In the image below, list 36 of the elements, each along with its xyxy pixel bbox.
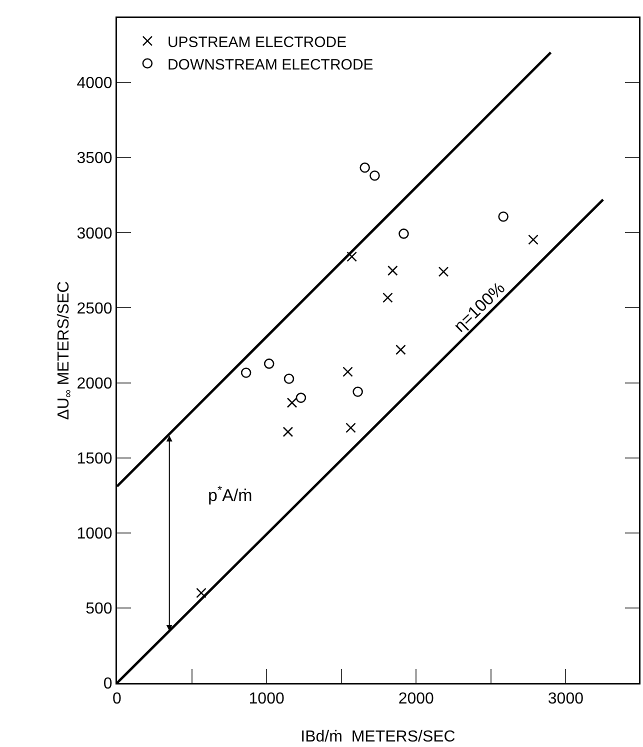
point xyxy=(196,588,206,598)
legend-label: UPSTREAM ELECTRODE xyxy=(167,34,347,51)
x-axis-title: IBd/ṁ METERS/SEC xyxy=(300,728,456,746)
point xyxy=(240,368,252,378)
y-tick-label: 3500 xyxy=(76,150,112,168)
x-tick-label: 2000 xyxy=(398,690,434,708)
point xyxy=(346,252,357,262)
point xyxy=(498,211,508,222)
annotation: p$^{*}$A/ṁ xyxy=(208,483,252,506)
y-tick-label: 1000 xyxy=(76,525,112,542)
x-tick-label: 1000 xyxy=(248,690,284,708)
y-tick-label: 0 xyxy=(103,676,112,693)
point xyxy=(396,344,406,355)
y-tick-label: 4000 xyxy=(76,75,112,92)
point xyxy=(398,228,409,239)
y-tick-label: 2500 xyxy=(76,300,112,318)
point xyxy=(438,266,449,277)
point xyxy=(352,386,363,397)
point xyxy=(388,265,398,276)
x-tick-label: 3000 xyxy=(548,690,584,708)
point xyxy=(284,374,294,384)
y-tick-label: 3000 xyxy=(76,225,112,242)
point xyxy=(264,358,274,369)
point xyxy=(360,162,370,173)
point xyxy=(282,426,294,438)
point xyxy=(370,170,380,181)
point xyxy=(342,366,353,377)
y-tick-label: 500 xyxy=(86,600,112,618)
point xyxy=(346,422,356,433)
point xyxy=(382,292,393,303)
legend-label: DOWNSTREAM ELECTRODE xyxy=(167,56,374,74)
point xyxy=(286,398,298,408)
point xyxy=(528,234,538,245)
y-tick-label: 1500 xyxy=(76,450,112,468)
y-tick-label: 2000 xyxy=(76,375,112,392)
point xyxy=(296,392,306,403)
